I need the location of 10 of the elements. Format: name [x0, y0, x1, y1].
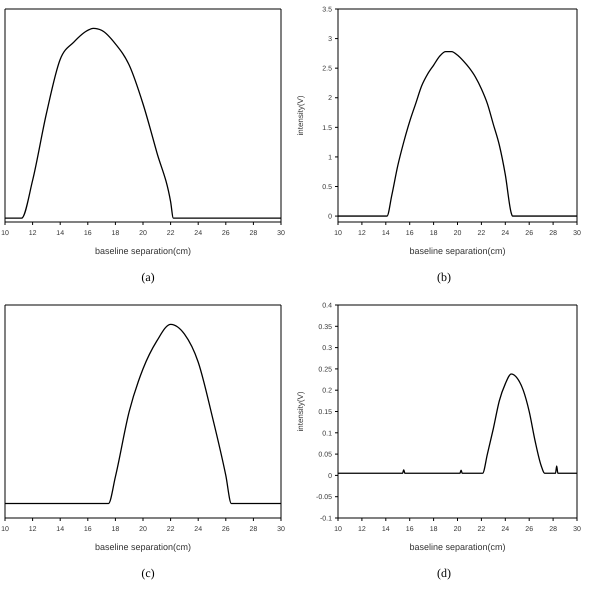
text: (b)	[436, 270, 452, 285]
x-axis-title: baseline separation(cm)	[94, 542, 192, 552]
y-axis-title: intensity(V)	[296, 391, 305, 432]
x-axis-title: baseline separation(cm)	[94, 246, 192, 256]
x-axis-title: baseline separation(cm)	[409, 246, 506, 256]
text: (a)	[140, 270, 156, 285]
text: (d)	[436, 566, 452, 581]
y-axis-title: intensity(V)	[296, 95, 305, 136]
text: (c)	[140, 566, 156, 581]
x-axis-title: baseline separation(cm)	[409, 542, 506, 552]
